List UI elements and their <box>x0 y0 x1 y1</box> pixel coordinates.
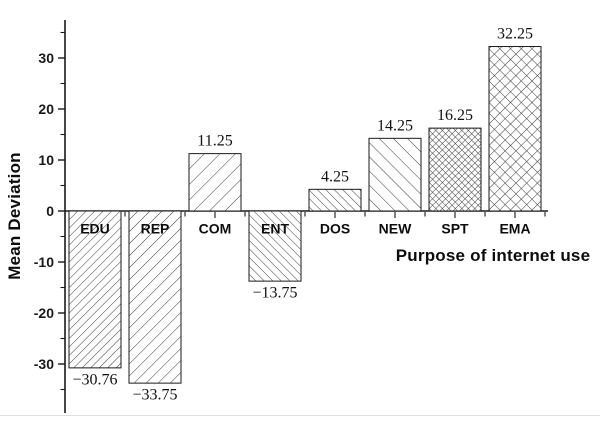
category-label-SPT: SPT <box>441 221 469 237</box>
value-label-EDU: −30.76 <box>72 371 117 388</box>
value-label-DOS: 4.25 <box>321 168 349 185</box>
value-label-NEW: 14.25 <box>377 117 413 134</box>
y-tick-label: -10 <box>34 254 54 270</box>
value-label-SPT: 16.25 <box>437 107 473 124</box>
bar-EDU <box>68 210 122 369</box>
bar-REP <box>128 210 182 384</box>
bar-DOS <box>308 188 362 212</box>
category-label-COM: COM <box>199 221 232 237</box>
y-tick-label: 20 <box>38 101 54 117</box>
y-tick-label: -30 <box>34 356 54 372</box>
y-tick-label: 10 <box>38 152 54 168</box>
bar-ENT <box>248 210 302 282</box>
bar-COM <box>188 153 242 212</box>
y-tick-label: 30 <box>38 50 54 66</box>
x-axis-title: Purpose of internet use <box>395 246 591 265</box>
category-label-REP: REP <box>141 221 170 237</box>
category-label-EDU: EDU <box>80 221 110 237</box>
category-label-ENT: ENT <box>261 221 289 237</box>
scan-artifact-line <box>0 415 600 416</box>
y-tick-label: 0 <box>46 203 54 219</box>
value-label-EMA: 32.25 <box>497 26 533 43</box>
value-label-REP: −33.75 <box>132 387 177 404</box>
value-label-COM: 11.25 <box>197 133 232 150</box>
bar-NEW <box>368 137 422 212</box>
category-label-DOS: DOS <box>320 221 350 237</box>
y-axis-title: Mean Deviation <box>5 152 24 280</box>
category-label-NEW: NEW <box>379 221 412 237</box>
y-tick-label: -20 <box>34 305 54 321</box>
category-label-EMA: EMA <box>499 221 530 237</box>
bar-EMA <box>488 46 542 212</box>
bar-SPT <box>428 127 482 212</box>
value-label-ENT: −13.75 <box>252 285 297 302</box>
